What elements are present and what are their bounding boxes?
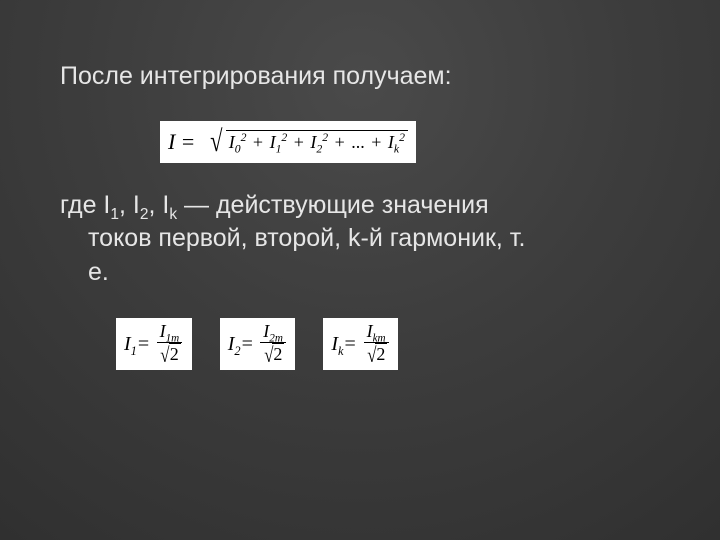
formula-I1-num: I1m <box>157 322 183 343</box>
var-I: I <box>168 129 175 154</box>
radicand: I02 + I12 + I22 + ... + Ik2 <box>226 130 408 151</box>
plus-2: + <box>292 132 306 152</box>
formula-Ik: Ik= Ikm √2 <box>323 318 398 370</box>
plus-4: + <box>369 132 383 152</box>
formula-Ik-frac: Ikm √2 <box>362 322 391 366</box>
sqrt: √ I02 + I12 + I22 + ... + Ik2 <box>206 127 408 157</box>
main-formula-lhs: I = <box>168 131 196 153</box>
fraction-formula-row: I1= I1m √2 I2= I2m √2 Ik= Ikm √2 <box>116 318 660 370</box>
formula-I1: I1= I1m √2 <box>116 318 192 370</box>
slide: После интегрирования получаем: I = √ I02… <box>0 0 720 540</box>
term-k: Ik2 <box>388 132 405 152</box>
intro-text: После интегрирования получаем: <box>60 60 660 93</box>
where-line-2: токов первой, второй, k-й гармоник, т. <box>60 222 660 256</box>
where-line-1: где I1, I2, Ik — действующие значения <box>60 191 489 219</box>
formula-Ik-den: √2 <box>362 343 391 366</box>
formula-I1-lhs: I1= <box>124 334 151 354</box>
ellipsis: ... <box>351 132 365 152</box>
formula-I2-num: I2m <box>260 322 286 343</box>
where-line-3: е. <box>60 256 660 290</box>
formula-I2-den: √2 <box>259 343 288 366</box>
slide-content: После интегрирования получаем: I = √ I02… <box>60 60 660 370</box>
formula-I1-frac: I1m √2 <box>155 322 184 366</box>
formula-Ik-lhs: Ik= <box>331 334 357 354</box>
main-formula: I = √ I02 + I12 + I22 + ... + Ik2 <box>160 121 416 163</box>
equals-sign: = <box>182 129 194 154</box>
term-2: I22 <box>310 132 328 152</box>
plus-1: + <box>251 132 265 152</box>
formula-I1-den: √2 <box>155 343 184 366</box>
formula-I2: I2= I2m √2 <box>220 318 296 370</box>
main-formula-row: I = √ I02 + I12 + I22 + ... + Ik2 <box>160 121 660 163</box>
formula-I2-frac: I2m √2 <box>259 322 288 366</box>
plus-3: + <box>333 132 347 152</box>
formula-Ik-num: Ikm <box>364 322 389 343</box>
term-1: I12 <box>270 132 288 152</box>
term-0: I02 <box>229 132 247 152</box>
radical-sign: √ <box>210 127 222 157</box>
formula-I2-lhs: I2= <box>228 334 255 354</box>
where-text: где I1, I2, Ik — действующие значения то… <box>60 189 660 290</box>
